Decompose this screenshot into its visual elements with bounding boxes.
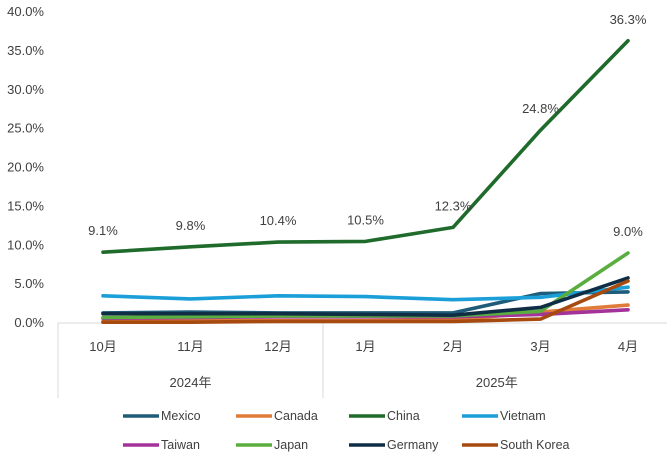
legend-item-china: China	[349, 409, 420, 423]
data-label: 10.4%	[260, 213, 297, 228]
legend-item-south-korea: South Korea	[462, 438, 570, 452]
y-axis: 0.0% 5.0% 10.0% 15.0% 20.0% 25.0% 30.0% 35.0% 40…	[7, 4, 44, 330]
legend-item-japan: Japan	[236, 438, 308, 452]
y-tick-label: 35.0%	[7, 43, 44, 58]
legend-item-mexico: Mexico	[123, 409, 201, 423]
x-tick-label: 4月	[618, 339, 638, 354]
legend-item-germany: Germany	[349, 438, 439, 452]
data-label: 12.3%	[435, 198, 472, 213]
series-line-japan	[101, 251, 630, 320]
x-tick-label: 3月	[530, 339, 550, 354]
x-axis: 10月 11月 12月 1月 2月 3月 4月 2024年 2025年	[57, 322, 667, 398]
data-label: 36.3%	[610, 12, 647, 27]
series-line-germany	[101, 276, 630, 318]
legend-label: Vietnam	[500, 409, 546, 423]
x-group-label: 2024年	[170, 375, 212, 390]
data-label: 10.5%	[347, 212, 384, 227]
series-line-vietnam	[101, 285, 630, 302]
x-tick-label: 1月	[355, 339, 375, 354]
y-tick-label: 20.0%	[7, 160, 44, 175]
y-tick-label: 15.0%	[7, 198, 44, 213]
data-labels: 9.1% 9.8% 10.4% 10.5% 12.3% 24.8% 36.3% 9.0%	[88, 12, 647, 239]
legend-label: Japan	[274, 438, 308, 452]
x-group-label: 2025年	[476, 375, 518, 390]
data-label: 9.0%	[613, 224, 643, 239]
y-tick-label: 40.0%	[7, 4, 44, 19]
legend-label: Taiwan	[161, 438, 200, 452]
legend: Mexico Canada China Vietnam Taiwan Japan Germa…	[123, 409, 570, 452]
legend-label: China	[387, 409, 420, 423]
legend-item-canada: Canada	[236, 409, 318, 423]
legend-label: Germany	[387, 438, 439, 452]
series-line-china	[101, 38, 630, 254]
legend-label: Mexico	[161, 409, 201, 423]
y-tick-label: 5.0%	[14, 276, 44, 291]
legend-item-vietnam: Vietnam	[462, 409, 546, 423]
x-tick-label: 12月	[264, 339, 291, 354]
legend-label: South Korea	[500, 438, 570, 452]
y-tick-label: 10.0%	[7, 237, 44, 252]
data-label: 24.8%	[522, 101, 559, 116]
y-tick-label: 30.0%	[7, 82, 44, 97]
data-label: 9.8%	[176, 218, 206, 233]
x-tick-label: 11月	[177, 339, 204, 354]
legend-item-taiwan: Taiwan	[123, 438, 200, 452]
series-line-south-korea	[101, 279, 630, 325]
data-label: 9.1%	[88, 223, 118, 238]
y-tick-label: 0.0%	[14, 315, 44, 330]
legend-label: Canada	[274, 409, 318, 423]
y-tick-label: 25.0%	[7, 121, 44, 136]
series-lines	[101, 38, 630, 325]
x-tick-label: 10月	[89, 339, 116, 354]
x-tick-label: 2月	[443, 339, 463, 354]
